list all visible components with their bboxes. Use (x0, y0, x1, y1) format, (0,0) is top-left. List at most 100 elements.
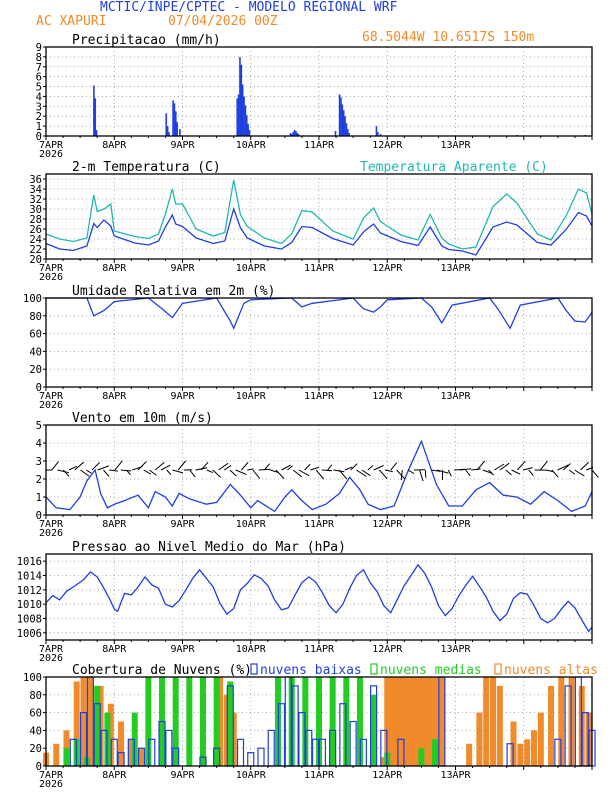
wind-barb (580, 461, 590, 471)
y-tick-label: 3 (36, 101, 42, 113)
wind-barb (522, 467, 533, 471)
cloud-bar-nuvens-medias (172, 677, 179, 766)
series-line-1 (45, 179, 593, 250)
precip-bar (172, 100, 174, 136)
chart-title: MCTIC/INPE/CPTEC - MODELO REGIONAL WRF (100, 0, 398, 15)
wind-barb (419, 469, 424, 482)
cloud-bar-nuvens-medias (199, 677, 206, 766)
y-tick-label: 40 (29, 725, 42, 737)
panel-title: Vento em 10m (m/s) (72, 411, 213, 426)
precip-bar (244, 105, 247, 136)
wind-barb (400, 469, 403, 481)
y-tick-label: 20 (29, 364, 42, 376)
x-tick-label: 7APR (39, 140, 64, 151)
wind-barb (539, 460, 548, 471)
wind-barb (384, 469, 393, 473)
y-tick-label: 6 (36, 72, 42, 84)
cloud-bar-nuvens-altas (107, 703, 114, 766)
precip-bar (179, 129, 181, 136)
wind-barb (471, 468, 481, 471)
y-tick-label: 1006 (17, 628, 42, 640)
panel-temp (43, 173, 593, 263)
cloud-bar-nuvens-baixas (267, 729, 275, 767)
wind-barb (103, 469, 110, 477)
x-tick-label: 9APR (170, 770, 195, 781)
wind-barb (229, 469, 237, 477)
wind-barb (189, 469, 196, 478)
wind-barb (568, 469, 576, 475)
wind-barb (494, 463, 505, 471)
y-tick-label: 1 (36, 121, 42, 133)
cloud-bar-nuvens-altas (391, 677, 398, 766)
run-date-label: 07/04/2026 00Z (168, 14, 278, 29)
legend-swatch (494, 663, 502, 675)
wind-barb (212, 469, 222, 478)
y-tick-label: 0 (36, 761, 42, 773)
x-tick-label: 10APR (236, 770, 267, 781)
cloud-bar-nuvens-altas (496, 685, 503, 766)
wind-line (45, 439, 593, 513)
wind-barb (97, 465, 109, 471)
location-label: AC XAPURI (36, 14, 107, 29)
y-tick-label: 3 (36, 456, 42, 468)
x-tick-label: 7APR (39, 391, 64, 402)
y-tick-label: 36 (29, 174, 42, 186)
x-tick-label: 10APR (236, 519, 267, 530)
precip-bar (176, 122, 178, 136)
precip-bar (240, 64, 243, 136)
y-tick-label: 1008 (17, 614, 42, 626)
y-tick-label: 0 (36, 131, 42, 143)
wind-barb (143, 469, 152, 475)
precip-bar (247, 124, 249, 136)
cloud-bar-nuvens-medias (145, 677, 152, 766)
cloud-bar-nuvens-medias (227, 681, 234, 766)
wind-barb (356, 469, 367, 477)
cloud-bar-nuvens-medias (186, 677, 193, 766)
x-tick-label: 12APR (372, 140, 403, 151)
y-tick-label: 5 (36, 420, 42, 432)
precip-bar (344, 116, 346, 136)
wind-barb (241, 461, 249, 471)
wind-barb (396, 469, 406, 480)
precip-bar (289, 133, 292, 136)
cloud-bar-nuvens-altas (418, 677, 425, 766)
precip-bar (95, 130, 98, 136)
cloud-bar-nuvens-altas (524, 739, 531, 766)
wind-barb (338, 469, 348, 480)
panel-title: Cobertura de Nuvens (%) (72, 663, 252, 678)
x-tick-label: 12APR (372, 644, 403, 655)
wind-barb (407, 469, 415, 475)
wind-barb (528, 469, 534, 476)
y-tick-label: 26 (29, 224, 42, 236)
precip-bar (293, 130, 296, 136)
temp-legend: Temperatura Aparente (C) (360, 160, 548, 175)
wind-barb (465, 469, 471, 477)
wind-barb (252, 469, 261, 479)
cloud-bar-nuvens-medias (63, 748, 70, 766)
wind-barb (447, 469, 452, 477)
wind-barb (235, 469, 247, 476)
cloud-bar-nuvens-altas (387, 677, 394, 766)
cloud-bar-nuvens-altas (517, 743, 524, 766)
wind-barb (511, 469, 521, 475)
wind-barb (430, 469, 441, 472)
precip-bar (239, 56, 241, 137)
cloud-bar-nuvens-altas (394, 677, 401, 766)
x-year-label: 2026 (39, 272, 63, 283)
legend-label: nuvens medias (380, 663, 482, 678)
y-tick-label: 4 (36, 91, 42, 103)
rh-line (46, 297, 593, 330)
y-tick-label: 0 (36, 510, 42, 522)
cloud-bar-nuvens-altas (80, 677, 87, 766)
wind-barb (166, 469, 172, 475)
panel-precip (43, 46, 593, 140)
wind-barb (51, 461, 59, 471)
wind-barb (424, 469, 427, 478)
wind-barb (310, 466, 320, 471)
series-line-0 (45, 206, 593, 256)
precip-bar (342, 110, 345, 136)
precip-bar (166, 126, 169, 136)
precip-bar (348, 133, 350, 136)
cloud-bar-nuvens-altas (87, 677, 94, 766)
